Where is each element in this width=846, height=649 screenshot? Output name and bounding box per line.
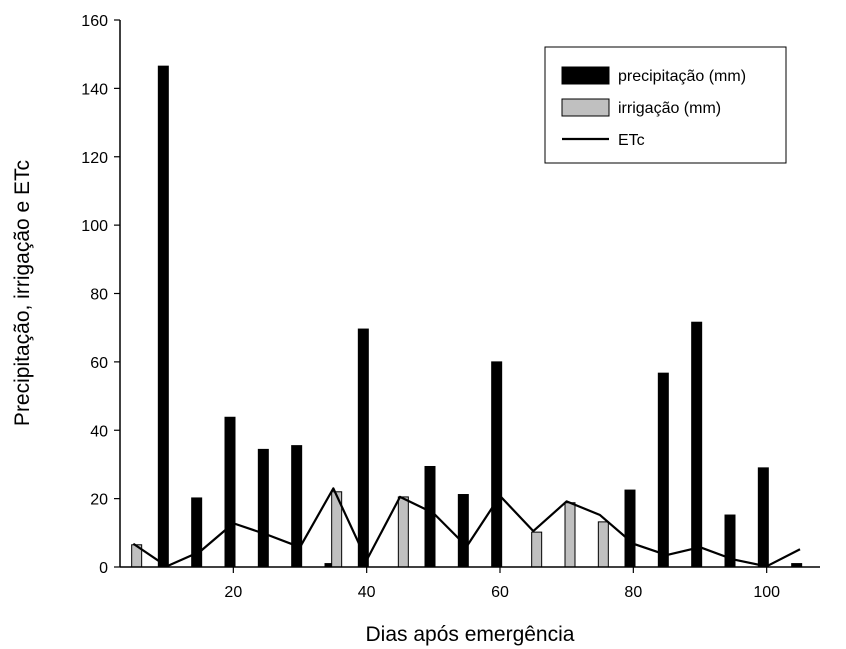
legend-label-etc: ETc [618, 132, 645, 149]
legend-label-irrigacao: irrigação (mm) [618, 100, 721, 117]
precipitacao-bar-7 [424, 465, 436, 568]
irrigacao-bar-5 [597, 521, 609, 568]
legend-swatch-irrigacao [561, 98, 610, 117]
x-tick-label: 40 [358, 584, 376, 601]
y-ticks: 0 20 40 60 80 100 120 140 160 [81, 13, 120, 577]
irrigacao-bar-3 [531, 531, 543, 568]
precipitacao-bar-11 [657, 372, 669, 568]
precipitacao-bar-3 [257, 448, 269, 568]
precipitacao-bar-4 [291, 445, 303, 568]
x-tick-label: 20 [224, 584, 242, 601]
y-tick-label: 0 [99, 560, 108, 577]
x-ticks: 20 40 60 80 100 [224, 567, 780, 601]
y-tick-label: 140 [81, 81, 108, 98]
precipitacao-bar-14 [757, 467, 769, 568]
y-tick-label: 20 [90, 492, 108, 509]
precipitacao-bar-8 [457, 494, 469, 568]
irrigacao-bar-4 [564, 502, 576, 568]
y-tick-label: 80 [90, 287, 108, 304]
x-tick-label: 80 [624, 584, 642, 601]
y-tick-label: 100 [81, 218, 108, 235]
legend-swatch-precipitacao [561, 66, 610, 85]
x-tick-label: 100 [753, 584, 780, 601]
y-tick-label: 160 [81, 13, 108, 30]
etc-line-layer [132, 487, 801, 568]
y-tick-label: 60 [90, 355, 108, 372]
etc-line [132, 487, 801, 568]
y-axis-title: Precipitação, irrigação e ETc [11, 160, 34, 426]
y-tick-label: 40 [90, 423, 108, 440]
precipitacao-bar-12 [691, 321, 703, 568]
precipitacao-bar-0 [157, 65, 169, 568]
y-tick-label: 120 [81, 150, 108, 167]
precipitacao-bar-6 [357, 328, 369, 568]
x-axis-title: Dias após emergência [366, 623, 575, 646]
bars-layer [131, 65, 803, 568]
precipitacao-bar-10 [624, 489, 636, 568]
legend: precipitação (mm) irrigação (mm) ETc [544, 46, 787, 164]
x-tick-label: 60 [491, 584, 509, 601]
irrigacao-bar-2 [397, 496, 409, 568]
legend-label-precipitacao: precipitação (mm) [618, 68, 746, 85]
precipitacao-bar-2 [224, 416, 236, 568]
precipitacao-bar-9 [491, 361, 503, 568]
precipitacao-bar-1 [191, 497, 203, 568]
